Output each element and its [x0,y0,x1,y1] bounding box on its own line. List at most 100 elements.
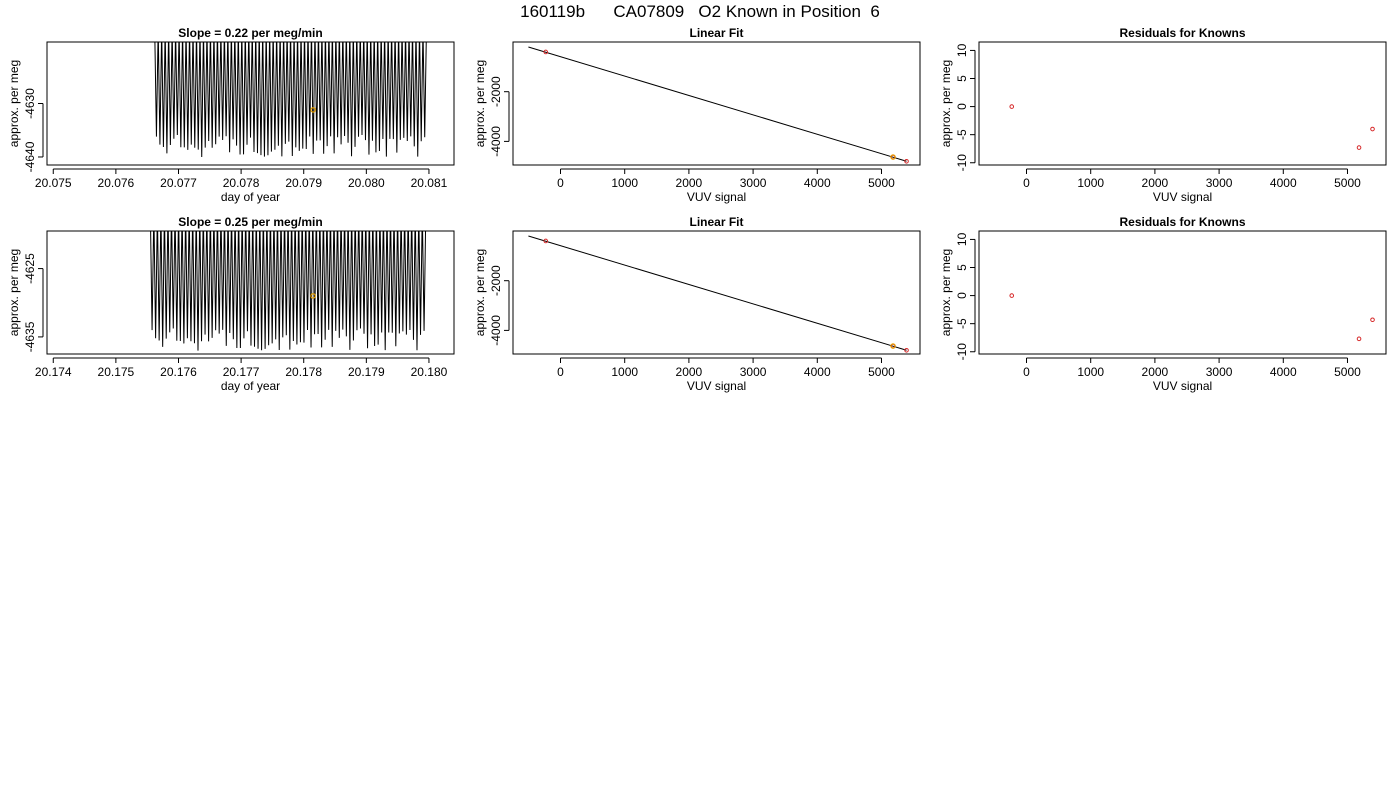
plot-frame [512,41,921,166]
y-tick-label: -4630 [23,88,37,119]
data-point [543,49,549,55]
chart-residuals-2: Residuals for Knowns 0 1000 2000 3000 4000 500… [939,215,1387,393]
data-point [904,158,909,164]
y-tick-label: 5 [955,264,969,271]
x-tick-label: 20.175 [98,365,135,379]
y-tick-label: 0 [955,292,969,299]
y-tick-label: -4000 [489,315,503,346]
y-tick-label: 0 [955,103,969,110]
x-tick-label: 20.075 [35,176,72,190]
data-point [1009,293,1015,298]
x-tick-label: 0 [557,365,564,379]
x-tick-label: 20.180 [411,365,448,379]
plot-frame [46,230,455,355]
x-tick-label: 20.077 [160,176,197,190]
data-point [1370,317,1375,323]
chart-title: Slope = 0.25 per meg/min [178,215,322,229]
data-point [1356,336,1362,342]
x-tick-label: 20.079 [285,176,322,190]
fit-line [528,235,907,351]
plot-area [154,42,427,157]
x-tick-label: 20.176 [160,365,197,379]
chart-title: Linear Fit [689,26,743,40]
x-tick-label: 5000 [1334,176,1361,190]
chart-linear-fit-1: Linear Fit 0 1000 2000 3000 4000 5000 VUV signa… [473,26,921,204]
x-axis-label: VUV signal [1153,379,1212,393]
plot-area [528,46,909,164]
y-tick-label: -4635 [23,321,37,352]
plot-area [150,231,427,351]
highlight-point [310,293,316,299]
y-tick-label: -4640 [23,141,37,172]
chart-linear-fit-2: Linear Fit 0 1000 2000 3000 4000 5000 VUV signa… [473,215,921,393]
highlight-point [310,107,316,113]
x-tick-label: 4000 [1270,365,1297,379]
y-tick-label: -10 [955,343,969,361]
x-axis-label: day of year [221,379,280,393]
x-tick-label: 5000 [1334,365,1361,379]
x-tick-label: 2000 [1142,365,1169,379]
x-axis-label: VUV signal [687,379,746,393]
y-tick-label: 10 [955,43,969,57]
x-tick-label: 0 [1023,176,1030,190]
y-tick-label: -4000 [489,126,503,157]
x-tick-label: 1000 [611,176,638,190]
x-tick-label: 20.080 [348,176,385,190]
x-tick-label: 3000 [740,176,767,190]
data-point [904,347,909,353]
x-tick-label: 5000 [868,176,895,190]
x-tick-label: 0 [557,176,564,190]
chart-title: Linear Fit [689,215,743,229]
y-tick-label: 5 [955,75,969,82]
data-point [1009,104,1015,109]
chart-title: Residuals for Knowns [1119,26,1245,40]
x-tick-label: 1000 [611,365,638,379]
plot-area [1009,104,1375,150]
x-tick-label: 20.178 [285,365,322,379]
y-axis-label: approx. per meg [473,60,487,147]
data-point [543,238,549,244]
x-tick-label: 4000 [1270,176,1297,190]
x-tick-label: 2000 [676,176,703,190]
y-tick-label: -4625 [23,253,37,284]
fit-line [528,46,907,162]
x-tick-label: 3000 [1206,365,1233,379]
x-axis-label: VUV signal [1153,190,1212,204]
x-tick-label: 1000 [1077,365,1104,379]
x-tick-label: 2000 [1142,176,1169,190]
highlight-point [890,343,896,349]
x-tick-label: 1000 [1077,176,1104,190]
y-axis-label: approx. per meg [939,249,953,336]
y-tick-label: -10 [955,154,969,172]
x-tick-label: 20.078 [223,176,260,190]
x-tick-label: 20.076 [98,176,135,190]
x-tick-label: 3000 [740,365,767,379]
page-title: 160119b CA07809 O2 Known in Position 6 [520,2,880,21]
plot-frame [512,230,921,355]
x-tick-label: 0 [1023,365,1030,379]
plot-frame [46,41,455,166]
series-line [150,231,427,351]
chart-title: Slope = 0.22 per meg/min [178,26,322,40]
plot-area [1009,293,1375,342]
chart-residuals-1: Residuals for Knowns 0 1000 2000 3000 4000 500… [939,26,1387,204]
y-tick-label: 10 [955,232,969,246]
y-tick-label: -2000 [489,265,503,296]
highlight-point [890,154,896,160]
x-tick-label: 4000 [804,365,831,379]
x-tick-label: 20.081 [411,176,448,190]
x-tick-label: 2000 [676,365,703,379]
x-tick-label: 20.174 [35,365,72,379]
x-tick-label: 4000 [804,176,831,190]
x-axis-label: VUV signal [687,190,746,204]
y-tick-label: -5 [955,129,969,140]
y-axis-label: approx. per meg [7,249,21,336]
y-tick-label: -5 [955,318,969,329]
y-tick-label: -2000 [489,76,503,107]
x-tick-label: 5000 [868,365,895,379]
chart-slope-2: Slope = 0.25 per meg/min 20.174 20.175 20.1… [7,215,455,393]
series-line [154,42,427,157]
y-axis-label: approx. per meg [7,60,21,147]
data-point [1370,126,1375,132]
chart-slope-1: Slope = 0.22 per meg/min 20.075 20.076 20.0… [7,26,455,204]
